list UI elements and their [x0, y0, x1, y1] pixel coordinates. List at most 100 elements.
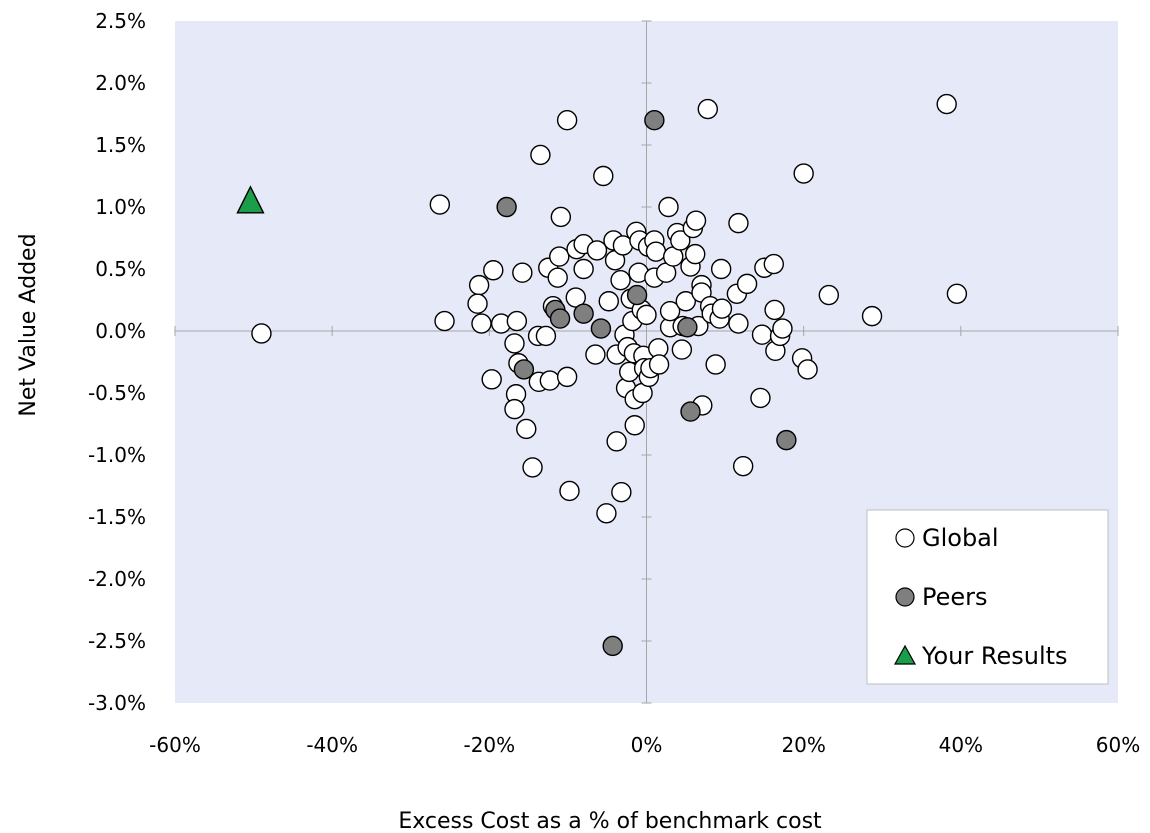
- series-your-results: [236, 185, 265, 214]
- data-point-global: [675, 291, 696, 312]
- y-tick-label: 1.0%: [95, 195, 146, 219]
- series-peers: [496, 109, 797, 657]
- data-point-global: [728, 212, 749, 234]
- data-point-peers: [680, 401, 701, 422]
- data-point-global: [573, 258, 594, 280]
- y-tick-label: -2.0%: [88, 567, 146, 591]
- data-point-global: [530, 144, 551, 166]
- data-point-global: [549, 246, 570, 267]
- y-tick-label: 2.5%: [95, 9, 146, 33]
- data-point-global: [711, 298, 733, 319]
- data-point-peers: [626, 284, 648, 306]
- data-point-global: [645, 241, 667, 262]
- data-point-global: [750, 387, 771, 409]
- data-point-peers: [549, 308, 571, 329]
- data-point-global: [861, 305, 883, 327]
- data-point-global: [506, 310, 528, 332]
- data-point-global: [736, 273, 758, 295]
- data-point-global: [611, 482, 632, 503]
- y-tick-label: 2.0%: [95, 71, 146, 95]
- data-point-global: [585, 344, 606, 365]
- data-point-global: [648, 354, 670, 375]
- data-point-global: [593, 165, 614, 187]
- data-point-global: [598, 291, 619, 312]
- data-point-global: [710, 258, 732, 280]
- data-point-global: [251, 323, 272, 344]
- data-point-global: [659, 300, 681, 322]
- data-point-global: [504, 333, 525, 354]
- data-point-peers: [677, 317, 698, 338]
- data-point-global: [728, 313, 749, 334]
- data-point-global: [483, 260, 504, 281]
- data-point-global: [481, 369, 502, 390]
- data-point-global: [539, 370, 561, 391]
- legend-marker-peers: [895, 587, 915, 607]
- data-point-global: [429, 194, 451, 215]
- y-axis-tick-labels: 2.5% 2.0% 1.5% 1.0% 0.5% 0.0% -0.5% -1.0% -1.5% -…: [88, 9, 146, 715]
- x-tick-label: 0%: [631, 733, 663, 757]
- data-point-global: [685, 210, 707, 231]
- data-point-global: [556, 109, 578, 131]
- data-point-peers: [644, 109, 665, 131]
- y-tick-label: -0.5%: [88, 381, 146, 405]
- data-point-peers: [776, 429, 797, 451]
- data-point-global: [818, 284, 840, 306]
- data-point-global: [550, 206, 572, 228]
- data-point-global: [606, 431, 627, 452]
- data-point-global: [671, 339, 693, 360]
- legend-label: Peers: [922, 583, 988, 611]
- x-axis-tick-labels: -60% -40% -20% 0% 20% 40% 60%: [149, 733, 1140, 757]
- x-tick-label: -20%: [463, 733, 515, 757]
- data-point-global: [624, 415, 645, 436]
- legend: Global Peers Your Results: [866, 509, 1109, 685]
- data-point-global: [586, 240, 608, 261]
- x-tick-label: 60%: [1096, 733, 1140, 757]
- x-tick-label: 40%: [939, 733, 983, 757]
- data-point-global: [764, 299, 785, 321]
- legend-marker-your-results: [893, 644, 917, 665]
- data-point-peers: [602, 635, 623, 657]
- x-axis-title: Excess Cost as a % of benchmark cost: [398, 809, 822, 833]
- data-point-global: [547, 267, 568, 288]
- data-point-global: [516, 418, 537, 440]
- data-point-global: [936, 93, 957, 115]
- data-point-peers: [573, 303, 594, 324]
- data-point-global: [559, 480, 580, 502]
- y-tick-label: 1.5%: [95, 133, 146, 157]
- data-point-global: [434, 310, 455, 332]
- data-point-global: [946, 283, 968, 304]
- legend-label: Your Results: [921, 642, 1068, 670]
- data-point-global: [763, 253, 785, 275]
- y-axis-title: Net Value Added: [16, 233, 41, 416]
- x-tick-label: 20%: [781, 733, 825, 757]
- data-point-global: [471, 313, 492, 334]
- data-point-peers: [513, 359, 535, 380]
- x-tick-label: -60%: [149, 733, 201, 757]
- data-point-global: [467, 293, 488, 314]
- data-point-global: [565, 287, 586, 308]
- data-point-global: [522, 457, 543, 478]
- y-tick-label: -2.5%: [88, 629, 146, 653]
- data-point-global: [772, 318, 793, 339]
- data-point-global: [797, 359, 818, 380]
- data-point-peers: [496, 196, 517, 218]
- data-point-global: [732, 455, 754, 477]
- legend-marker-global: [895, 528, 915, 548]
- data-point-peers: [590, 318, 612, 339]
- y-tick-label: -1.5%: [88, 505, 146, 529]
- y-tick-label: 0.5%: [95, 257, 146, 281]
- data-point-global: [793, 163, 814, 184]
- data-point-global: [468, 274, 490, 296]
- data-point-global: [751, 324, 773, 345]
- data-point-global: [556, 366, 578, 388]
- x-tick-label: -40%: [306, 733, 358, 757]
- data-point-global: [636, 304, 657, 326]
- data-point-global: [705, 354, 726, 375]
- data-point-global: [596, 503, 617, 524]
- data-point-your-results: [236, 185, 265, 214]
- data-point-global: [512, 262, 533, 283]
- data-point-global: [535, 325, 557, 347]
- data-points: [236, 93, 968, 657]
- data-point-global: [697, 98, 718, 120]
